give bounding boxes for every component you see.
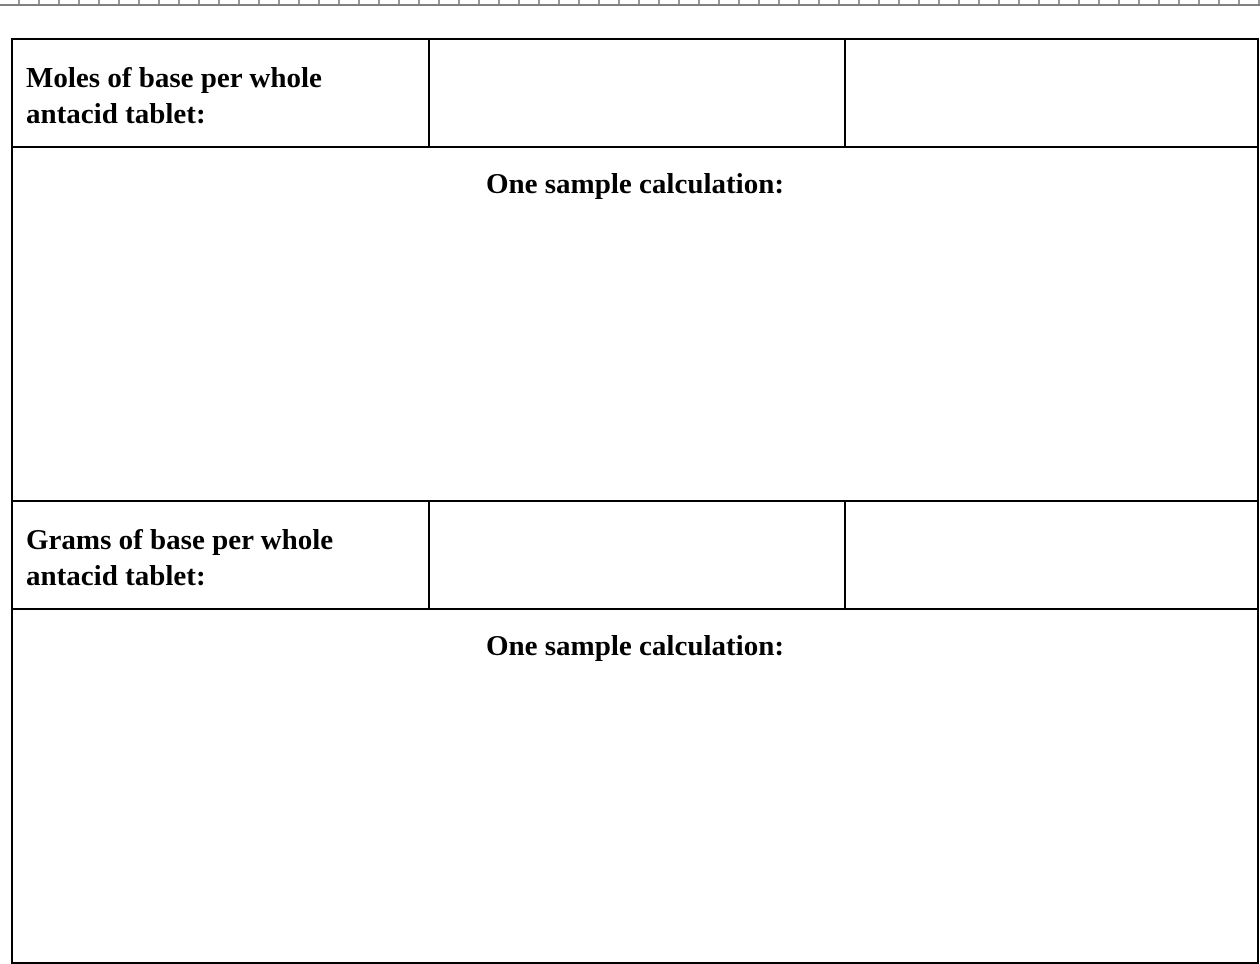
- grams-trial-2-cell[interactable]: [844, 500, 1259, 610]
- ruler: [0, 0, 1260, 6]
- moles-calculation-cell[interactable]: One sample calculation:: [11, 146, 1259, 502]
- table-row: One sample calculation:: [11, 146, 1259, 502]
- moles-trial-2-cell[interactable]: [844, 38, 1259, 148]
- moles-trial-1-cell[interactable]: [428, 38, 846, 148]
- moles-label: Moles of base per whole antacid tablet:: [11, 38, 430, 148]
- grams-label: Grams of base per whole antacid tablet:: [11, 500, 430, 610]
- table-row: Moles of base per whole antacid tablet:: [11, 38, 1259, 148]
- grams-calculation-cell[interactable]: One sample calculation:: [11, 608, 1259, 964]
- grams-trial-1-cell[interactable]: [428, 500, 846, 610]
- table-row: One sample calculation:: [11, 608, 1259, 964]
- data-table: Moles of base per whole antacid tablet: …: [11, 38, 1259, 964]
- calc-label: One sample calculation:: [485, 630, 785, 662]
- calc-label: One sample calculation:: [485, 168, 785, 200]
- table-row: Grams of base per whole antacid tablet:: [11, 500, 1259, 610]
